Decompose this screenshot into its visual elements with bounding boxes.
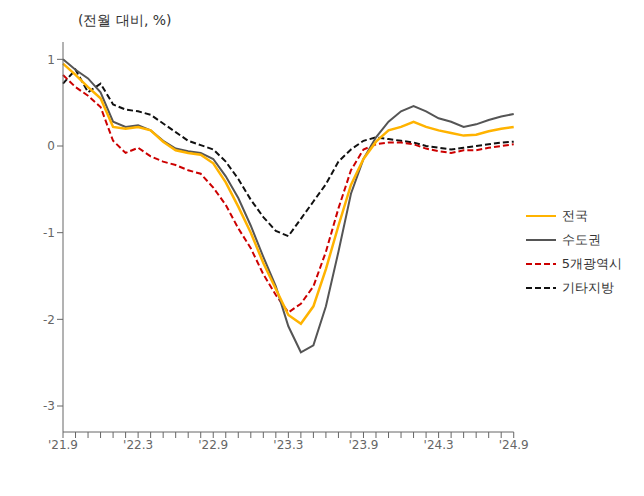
svg-text:'22.9: '22.9 [198,438,228,452]
svg-text:0: 0 [47,139,55,153]
svg-text:'22.3: '22.3 [123,438,153,452]
html-text:수도권: 수도권 [561,232,601,247]
svg-text:'24.9: '24.9 [499,438,529,452]
svg-text:-2: -2 [43,313,55,327]
svg-text:'21.9: '21.9 [48,438,78,452]
svg-text:-3: -3 [43,399,55,413]
html-text:(전월 대비, %): (전월 대비, %) [78,12,172,28]
svg-text:1: 1 [47,53,55,67]
svg-text:'23.9: '23.9 [348,438,378,452]
svg-text:'24.3: '24.3 [424,438,454,452]
html-text:전국: 전국 [561,208,588,223]
html-text:5개광역시: 5개광역시 [561,256,622,271]
svg-text:'23.3: '23.3 [273,438,303,452]
html-text:기타지방: 기타지방 [561,280,614,295]
svg-text:-1: -1 [43,226,55,240]
